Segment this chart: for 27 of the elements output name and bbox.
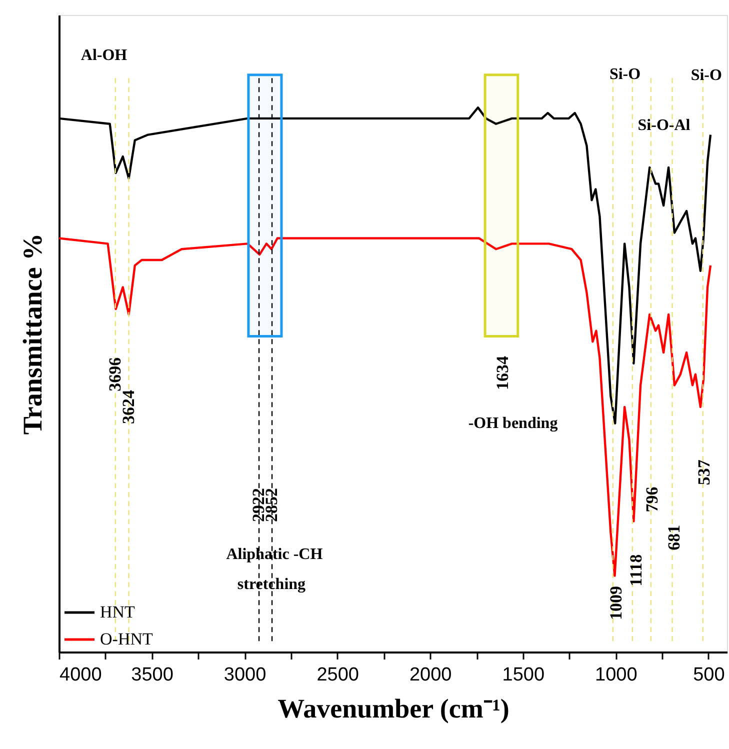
annotation: 537 [694,459,714,486]
text: Si-O [609,66,641,83]
text: Al-OH [80,47,128,64]
annotation: Si-O-Al [638,117,691,134]
x-axis-title: Wavenumber (cm⁻¹) [278,694,510,724]
annotation: 1118 [626,554,646,586]
x-tick-label: 3000 [224,664,266,686]
x-tick-label: 4000 [60,664,102,686]
annotation: 796 [642,486,662,512]
annotation: 1009 [606,586,626,620]
x-tick-label: 1500 [502,664,545,686]
y-axis-title: Transmittance % [18,233,48,435]
legend-label: HNT [100,602,136,622]
annotation: stretching [237,576,306,593]
x-tick-label: 1000 [595,664,638,686]
legend-label: O-HNT [100,630,154,648]
x-tick-label: 3500 [131,664,174,686]
annotation: 1634 [493,356,512,390]
x-tick-label: 2500 [316,664,359,686]
x-tick-label: 500 [693,664,725,686]
annotation: 3624 [118,390,138,424]
annotation: 681 [664,524,684,550]
annotation: -OH bending [468,415,558,432]
annotation: Si-O [690,66,722,84]
x-tick-label: 2000 [409,664,452,686]
annotation: Aliphatic -CH [226,546,324,563]
annotation: 3696 [105,357,124,392]
